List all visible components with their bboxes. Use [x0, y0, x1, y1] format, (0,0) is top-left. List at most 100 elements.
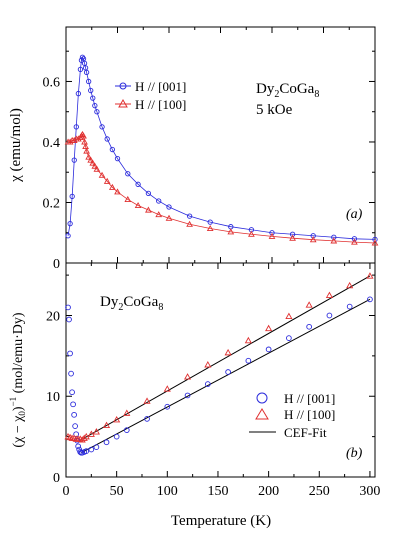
y-tick-label: 20 [46, 309, 60, 324]
panel-b: 0 10 20 0 50 100 150 200 250 300 (χ − χ0)−1 (mol… [8, 262, 380, 529]
y-tick-label: 10 [46, 390, 60, 405]
legend-a-label-100: H // [100] [135, 97, 186, 112]
point-triangle [80, 434, 88, 441]
point-triangle [206, 224, 214, 232]
point-circle [123, 427, 130, 434]
point-triangle [204, 361, 212, 368]
x-tick-label: 100 [157, 484, 178, 499]
point-triangle [351, 238, 358, 245]
point-circle [70, 401, 76, 408]
legend-b-label-001: H // [001] [284, 391, 335, 406]
x-tick-label: 150 [207, 484, 228, 499]
point-circle [114, 155, 121, 162]
x-tick-label: 200 [258, 484, 279, 499]
point-circle [75, 90, 82, 97]
point-circle [71, 157, 77, 163]
point-circle [71, 411, 77, 418]
point-circle [75, 443, 82, 450]
point-circle [207, 219, 213, 225]
panel-a-ylabel: χ (emu/mol) [8, 108, 24, 183]
point-triangle [330, 237, 338, 244]
point-triangle [248, 230, 255, 237]
panel-a-label: (a) [346, 207, 363, 222]
legend-b-marker-100 [255, 408, 269, 420]
point-circle [225, 369, 231, 375]
panel-a-compound: Dy2CoGa8 [256, 81, 319, 100]
point-circle [245, 357, 252, 364]
panel-b-y-ticks: 0 10 20 [46, 274, 375, 486]
point-triangle [80, 132, 87, 139]
fit-line-0 [80, 298, 371, 454]
point-triangle [371, 239, 379, 246]
point-circle [331, 234, 337, 240]
point-triangle [91, 162, 99, 169]
point-triangle [89, 159, 97, 166]
point-circle [90, 95, 96, 101]
point-triangle [92, 428, 100, 435]
point-circle [67, 350, 73, 357]
point-circle [113, 433, 120, 440]
point-triangle [78, 436, 86, 443]
point-circle [72, 423, 78, 429]
point-triangle [103, 177, 111, 184]
point-triangle [82, 142, 89, 150]
point-circle [93, 444, 100, 450]
point-triangle [309, 236, 317, 243]
point-triangle [366, 272, 374, 279]
point-circle [367, 296, 373, 303]
point-circle [86, 78, 92, 85]
point-circle [88, 87, 94, 94]
x-tick-label: 300 [359, 484, 380, 499]
x-axis-label: Temperature (K) [171, 513, 271, 529]
panel-b-frame [65, 262, 376, 478]
point-triangle [85, 153, 93, 160]
point-circle [306, 323, 312, 330]
panel-b-label: (b) [346, 446, 363, 461]
panel-b-marks [64, 272, 374, 456]
point-circle [265, 346, 272, 353]
point-triangle [83, 147, 90, 154]
point-circle [73, 124, 79, 130]
point-triangle [268, 232, 276, 239]
point-triangle [285, 312, 293, 319]
panel-b-x-ticks: 0 50 100 150 200 250 300 [63, 263, 380, 499]
point-circle [69, 389, 75, 396]
point-circle [166, 204, 172, 210]
point-triangle [155, 211, 163, 218]
y-tick-label: 0.4 [43, 136, 61, 151]
point-triangle [82, 432, 90, 440]
y-tick-label: 0 [53, 257, 60, 272]
legend-a-marker-100 [118, 98, 128, 108]
point-triangle [81, 138, 88, 145]
point-circle [164, 403, 171, 410]
point-triangle [74, 135, 82, 142]
panel-a-field: 5 kOe [256, 102, 293, 118]
point-triangle [305, 301, 313, 308]
point-triangle [325, 291, 333, 298]
panel-b-legend: H // [001] H // [100] CEF-Fit [249, 391, 335, 440]
point-circle [184, 392, 191, 399]
series-line-0 [67, 56, 376, 240]
point-circle [103, 439, 110, 446]
point-circle [156, 198, 162, 204]
y-tick-label: 0.6 [43, 75, 61, 90]
panel-b-ylabel: (χ − χ0)−1 (mol/emu·Dy) [8, 312, 27, 447]
point-circle [68, 370, 74, 377]
point-circle [94, 109, 100, 115]
panel-a-legend: H // [001] H // [100] [115, 79, 186, 112]
point-triangle [184, 373, 192, 380]
point-triangle [114, 188, 121, 195]
point-circle [65, 233, 71, 239]
point-circle [346, 303, 353, 310]
point-circle [204, 381, 211, 387]
point-circle [65, 304, 71, 311]
panel-a: 0 0.2 0.4 0.6 χ (emu/mol) H // [001] H // [… [8, 26, 379, 272]
point-triangle [224, 348, 232, 356]
panel-a-marks [64, 54, 379, 246]
point-triangle [108, 183, 116, 190]
point-triangle [143, 397, 151, 404]
point-triangle [227, 228, 235, 235]
x-tick-label: 50 [110, 484, 124, 499]
